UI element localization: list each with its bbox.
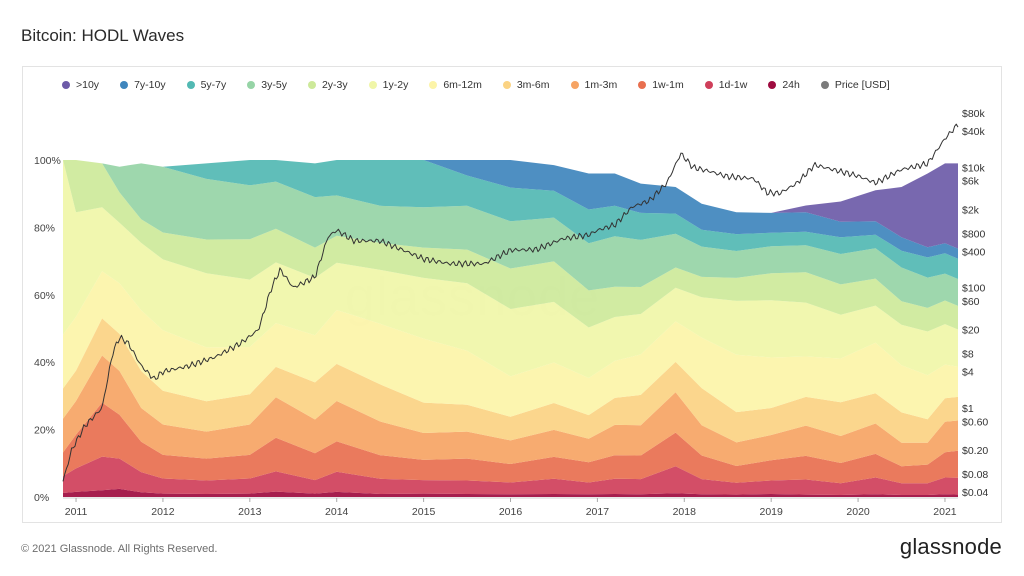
legend-swatch <box>502 81 511 89</box>
legend-label: 3y-5y <box>261 79 287 91</box>
legend-label: 1w-1m <box>652 79 684 91</box>
legend-item[interactable]: 7y-10y <box>120 79 166 91</box>
x-tick-label: 2016 <box>499 506 523 518</box>
legend-swatch <box>704 81 713 89</box>
area-band-24h <box>63 488 958 497</box>
legend-swatch <box>768 81 777 89</box>
y-right-tick-label: $8 <box>962 349 974 361</box>
legend-label: 1d-1w <box>718 79 748 91</box>
legend-swatch <box>429 81 438 89</box>
footer-copyright: © 2021 Glassnode. All Rights Reserved. <box>21 543 218 555</box>
legend-label: Price [USD] <box>834 79 890 91</box>
y-right-tick-label: $400 <box>962 246 986 258</box>
legend-label: 7y-10y <box>134 79 166 91</box>
legend-label: >10y <box>76 79 100 91</box>
x-tick-label: 2014 <box>325 506 349 518</box>
legend-item[interactable]: 24h <box>768 79 800 91</box>
x-tick-label: 2021 <box>933 506 957 518</box>
y-left-tick-label: 60% <box>34 290 55 302</box>
y-left-tick-label: 20% <box>34 425 55 437</box>
page-title: Bitcoin: HODL Waves <box>21 26 185 45</box>
legend-label: 1m-3m <box>584 79 618 91</box>
legend-label: 6m-12m <box>443 79 482 91</box>
x-tick-label: 2012 <box>151 506 175 518</box>
legend-item[interactable]: >10y <box>62 79 99 91</box>
area-layers <box>63 160 958 497</box>
area-band-1m3m <box>63 355 958 467</box>
y-right-tick-label: $0.08 <box>962 469 988 481</box>
area-band-1w1m <box>63 402 958 484</box>
y-right-tick-label: $10k <box>962 162 986 174</box>
legend-item[interactable]: 1m-3m <box>570 79 618 91</box>
chart-legend: >10y 7y-10y 5y-7y 3y-5y 2y-3y 1y-2y 6m-12m 3m-6… <box>62 78 962 92</box>
area-band-3y5y <box>63 160 958 308</box>
legend-item[interactable]: 3y-5y <box>247 79 287 91</box>
area-band-1y2y <box>63 160 958 378</box>
area-band-7y10y <box>63 160 958 259</box>
legend-swatch <box>62 81 70 89</box>
x-tick-label: 2019 <box>759 506 783 518</box>
area-band-3m6m <box>63 318 958 443</box>
area-band-2y3y <box>63 160 958 332</box>
y-right-tick-label: $800 <box>962 228 986 240</box>
y-right-tick-label: $80k <box>962 108 986 120</box>
area-band-1d1w <box>63 456 958 495</box>
x-tick-label: 2017 <box>586 506 610 518</box>
x-tick-label: 2013 <box>238 506 262 518</box>
legend-item[interactable]: Price [USD] <box>820 79 890 91</box>
legend-swatch <box>120 81 129 89</box>
y-right-tick-label: $2k <box>962 204 980 216</box>
price-line <box>62 123 959 482</box>
legend-label: 2y-3y <box>321 79 348 91</box>
y-right-tick-label: $20 <box>962 325 980 337</box>
x-tick-label: 2015 <box>412 506 436 518</box>
legend-swatch <box>186 81 195 89</box>
y-right-tick-label: $4 <box>962 367 974 379</box>
legend-swatch <box>368 81 377 89</box>
legend-label: 5y-7y <box>200 79 227 91</box>
y-right-tick-label: $60 <box>962 296 980 308</box>
legend-swatch <box>247 81 256 89</box>
area-band-5y7y <box>63 160 958 279</box>
legend-swatch <box>820 81 829 89</box>
legend-item[interactable]: 1y-2y <box>368 79 409 91</box>
y-right-tick-label: $1 <box>962 403 974 415</box>
y-left-tick-label: 40% <box>34 357 55 369</box>
legend-label: 3m-6m <box>516 79 550 91</box>
y-right-tick-label: $6k <box>962 176 980 188</box>
legend-item[interactable]: 6m-12m <box>429 79 482 91</box>
legend-label: 1y-2y <box>382 79 409 91</box>
x-tick-label: 2020 <box>846 506 870 518</box>
legend-label: 24h <box>782 79 800 91</box>
legend-swatch <box>570 81 579 89</box>
x-tick-label: 2018 <box>673 506 697 518</box>
x-tick-label: 2011 <box>65 506 88 518</box>
y-left-tick-label: 100% <box>34 155 61 167</box>
y-right-tick-label: $0.20 <box>962 445 988 457</box>
legend-item[interactable]: 3m-6m <box>502 79 550 91</box>
y-right-tick-label: $0.60 <box>962 416 988 428</box>
area-band-6m12m <box>63 271 958 420</box>
legend-swatch <box>307 81 316 89</box>
legend-item[interactable]: 1d-1w <box>704 79 748 91</box>
y-right-tick-label: $100 <box>962 283 986 295</box>
legend-item[interactable]: 2y-3y <box>307 79 348 91</box>
footer-logo[interactable]: glassnode <box>899 534 1002 559</box>
y-left-tick-label: 0% <box>34 492 49 504</box>
legend-swatch <box>638 81 647 89</box>
legend-item[interactable]: 5y-7y <box>186 79 227 91</box>
y-left-tick-label: 80% <box>34 222 55 234</box>
legend-item[interactable]: 1w-1m <box>638 79 684 91</box>
y-right-tick-label: $0.04 <box>962 487 988 499</box>
y-right-tick-label: $40k <box>962 126 986 138</box>
